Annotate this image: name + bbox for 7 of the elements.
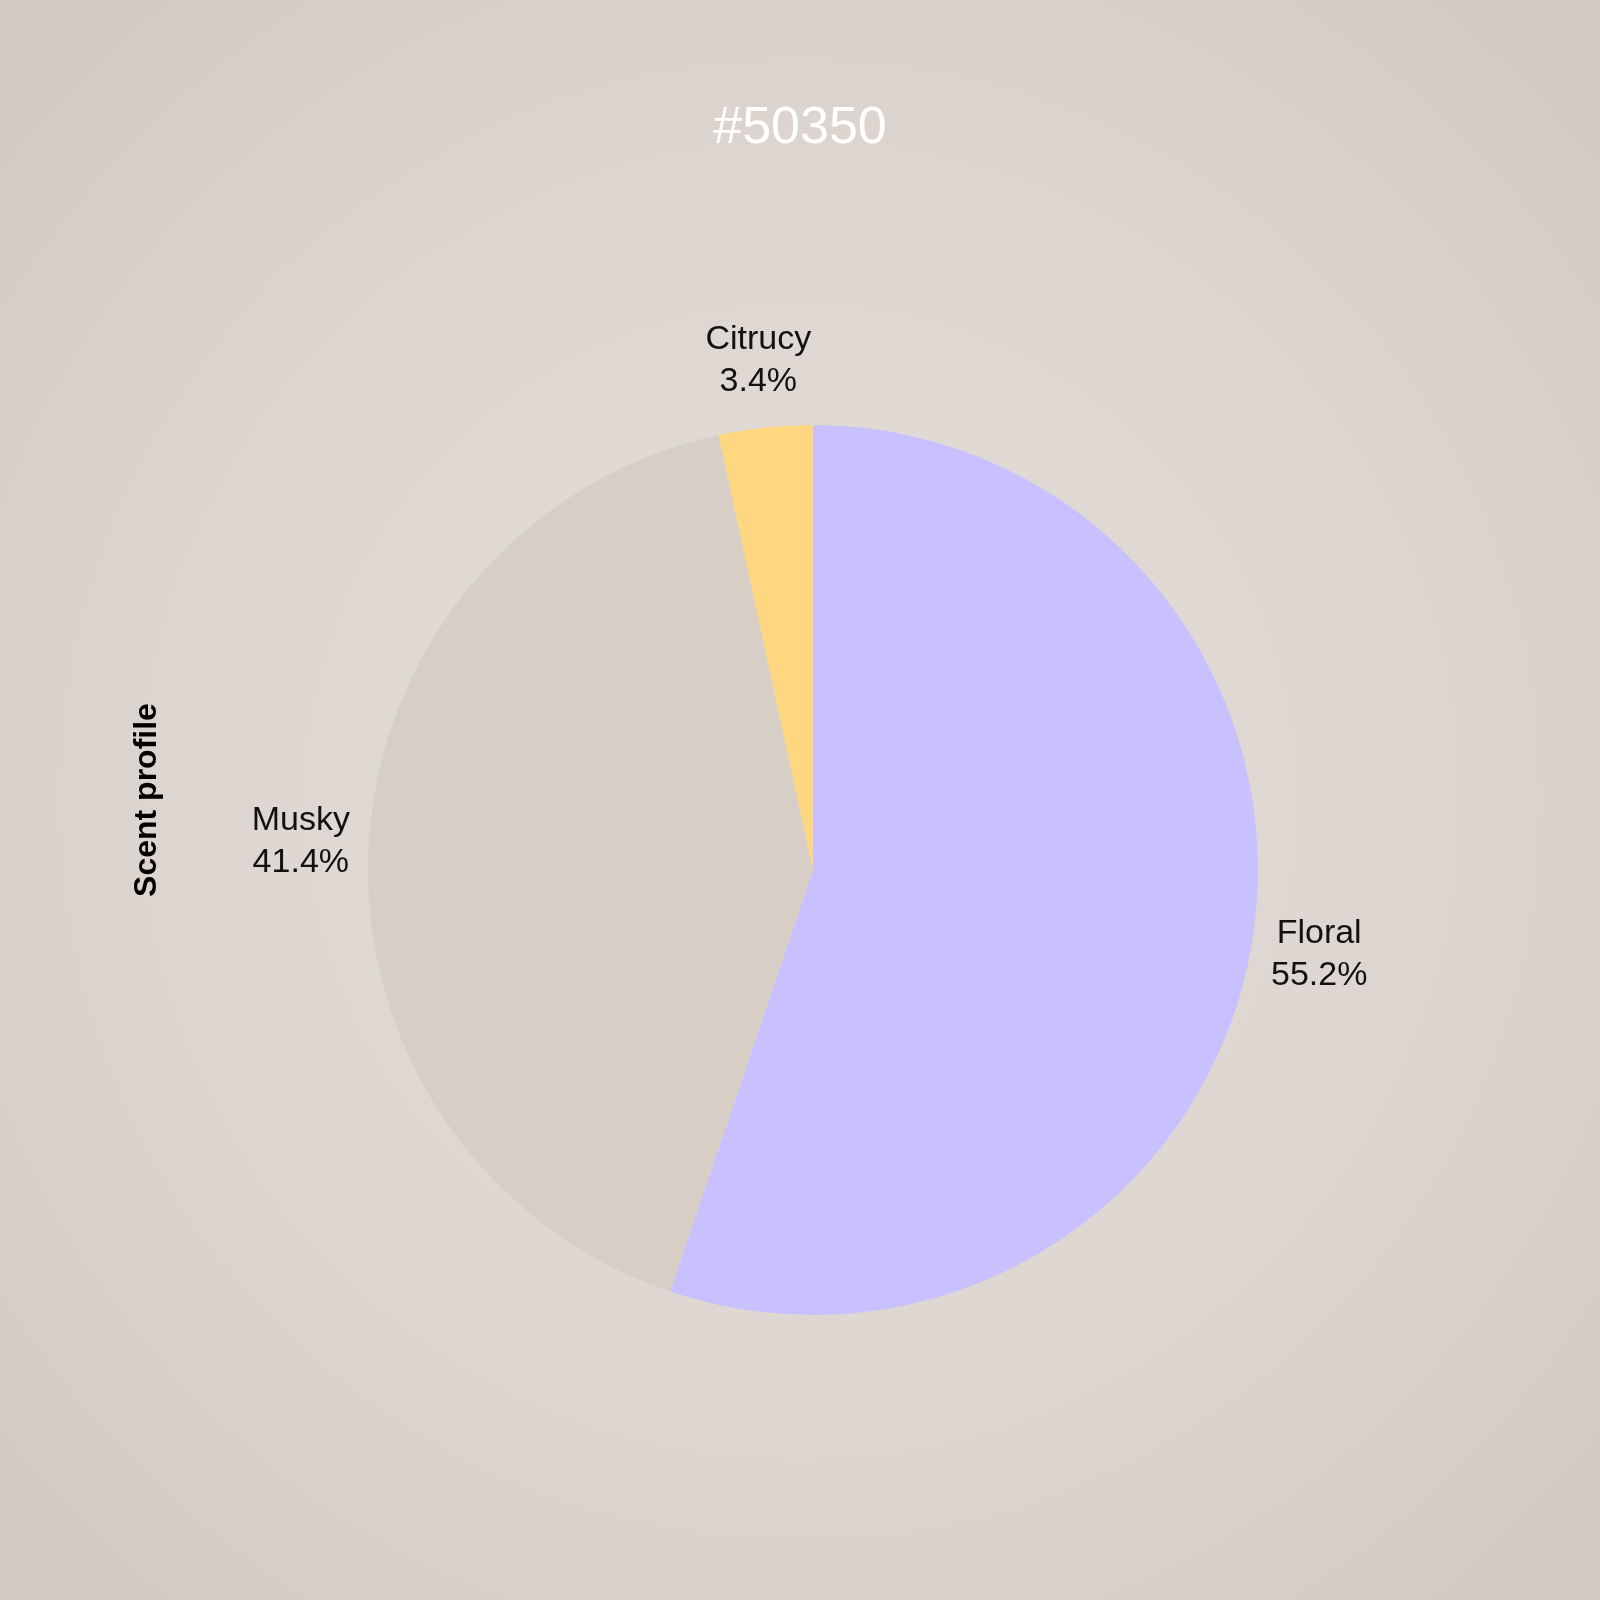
data-label: 41.4% bbox=[252, 841, 350, 880]
slice-label: Floral bbox=[1276, 911, 1362, 950]
slice-label: Citrucy bbox=[705, 318, 812, 357]
data-label: 3.4% bbox=[719, 360, 798, 399]
data-label: 55.2% bbox=[1270, 953, 1368, 992]
text: Scent profile bbox=[126, 703, 164, 897]
slice-label: Musky bbox=[251, 799, 350, 838]
